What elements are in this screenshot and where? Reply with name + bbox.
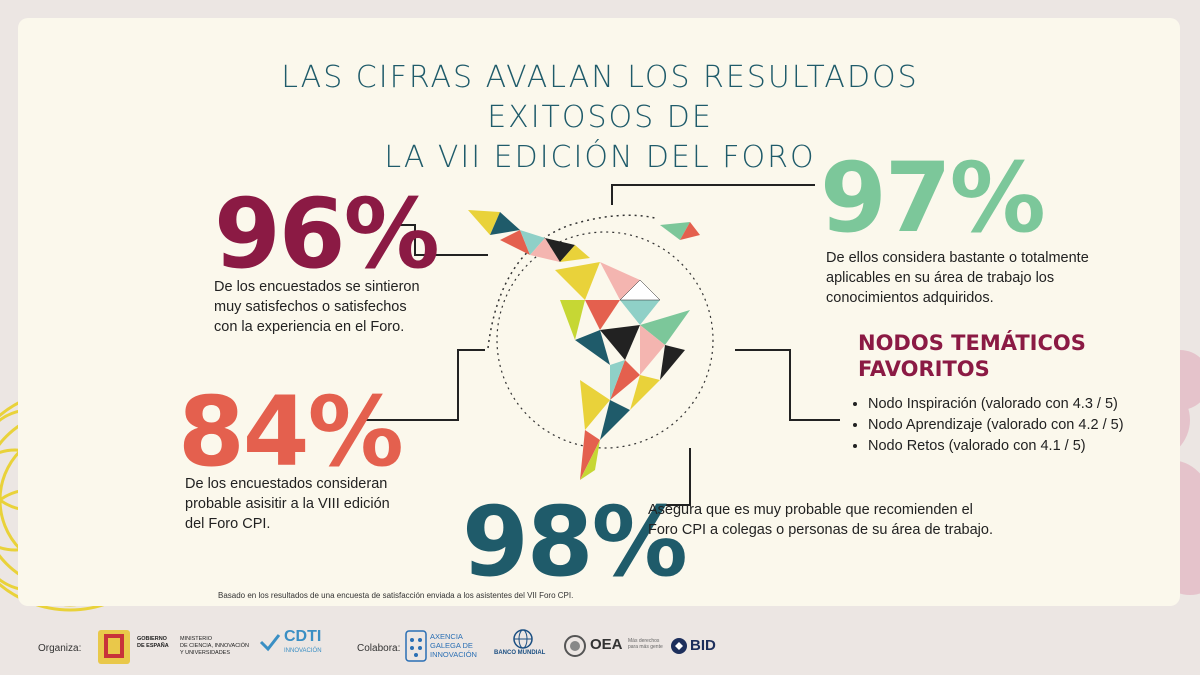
cdti-logo-text: CDTI bbox=[284, 628, 322, 645]
bid-logo-text: BID bbox=[690, 637, 716, 654]
oea-sub-line: Más derechos bbox=[628, 638, 660, 644]
connector-nodos bbox=[735, 349, 840, 421]
title-line-2: LA VII EDICIÓN DEL FORO bbox=[384, 140, 816, 175]
ministerio-line: Y UNIVERSIDADES bbox=[180, 650, 231, 656]
stat-98-line: Asegura que es muy probable que recomien… bbox=[648, 502, 973, 518]
gobierno-text: GOBIERNO DE ESPAÑA bbox=[137, 636, 169, 650]
ministerio-line: DE CIENCIA, INNOVACIÓN bbox=[180, 643, 249, 649]
oea-sub-line: para más gente bbox=[628, 644, 663, 650]
galega-line: INNOVACIÓN bbox=[430, 650, 477, 659]
stat-97-line: conocimientos adquiridos. bbox=[826, 290, 994, 306]
galega-line: GALEGA DE bbox=[430, 641, 473, 650]
dotted-arc bbox=[487, 214, 656, 349]
spain-coat-of-arms-icon bbox=[98, 630, 130, 664]
ministerio-line: MINISTERIO bbox=[180, 636, 213, 642]
nodos-list: Nodo Inspiración (valorado con 4.3 / 5) … bbox=[852, 394, 1124, 457]
nodos-title-line: NODOS TEMÁTICOS bbox=[858, 331, 1086, 355]
nodos-title-line: FAVORITOS bbox=[858, 357, 990, 381]
page-title: LAS CIFRAS AVALAN LOS RESULTADOS EXITOSO… bbox=[220, 58, 980, 178]
stat-96-line: con la experiencia en el Foro. bbox=[214, 319, 405, 335]
stat-84-line: probable asisitir a la VIII edición bbox=[185, 496, 390, 512]
list-item: Nodo Inspiración (valorado con 4.3 / 5) bbox=[868, 394, 1124, 415]
stat-96-line: De los encuestados se sintieron bbox=[214, 279, 420, 295]
organiza-label: Organiza: bbox=[38, 643, 82, 654]
connector-96 bbox=[400, 224, 488, 256]
oea-logo-text: OEA bbox=[590, 636, 623, 653]
connector-98 bbox=[660, 448, 691, 506]
stat-84-value: 84% bbox=[178, 376, 404, 488]
stat-84-line: del Foro CPI. bbox=[185, 516, 271, 532]
stat-84-line: De los encuestados consideran bbox=[185, 476, 388, 492]
galega-line: AXENCIA bbox=[430, 632, 463, 641]
ministerio-text: MINISTERIO DE CIENCIA, INNOVACIÓN Y UNIV… bbox=[180, 636, 249, 657]
banco-mundial-text: BANCO MUNDIAL bbox=[494, 650, 546, 656]
footnote: Basado en los resultados de una encuesta… bbox=[218, 591, 574, 600]
stat-98-value: 98% bbox=[462, 486, 688, 598]
bid-logo-icon bbox=[671, 638, 687, 654]
oea-subtext: Más derechos para más gente bbox=[628, 638, 663, 650]
south-america-shape bbox=[555, 262, 690, 480]
cdti-check-icon bbox=[259, 634, 281, 652]
stat-96-line: muy satisfechos o satisfechos bbox=[214, 299, 407, 315]
connector-97 bbox=[611, 184, 815, 205]
colabora-label: Colabora: bbox=[357, 643, 401, 654]
world-bank-globe-icon bbox=[513, 629, 533, 649]
stat-97-line: De ellos considera bastante o totalmente bbox=[826, 250, 1089, 266]
stat-97-value: 97% bbox=[820, 142, 1046, 254]
stat-96-value: 96% bbox=[214, 178, 440, 290]
gobierno-line: GOBIERNO bbox=[137, 636, 167, 642]
oea-seal-icon bbox=[564, 635, 586, 657]
connector-84 bbox=[360, 349, 485, 421]
galicia-emblem-icon bbox=[405, 630, 427, 662]
stat-96-description: De los encuestados se sintieron muy sati… bbox=[214, 277, 420, 337]
cdti-sub-text: INNOVACIÓN bbox=[284, 648, 322, 654]
central-america-shape bbox=[468, 210, 700, 262]
stat-98-line: Foro CPI a colegas o personas de su área… bbox=[648, 522, 993, 538]
list-item: Nodo Aprendizaje (valorado con 4.2 / 5) bbox=[868, 415, 1124, 436]
stat-84-description: De los encuestados consideran probable a… bbox=[185, 474, 390, 534]
stat-97-line: aplicables en su área de trabajo los bbox=[826, 270, 1055, 286]
list-item: Nodo Retos (valorado con 4.1 / 5) bbox=[868, 436, 1124, 457]
dotted-orbit bbox=[496, 231, 714, 449]
stat-98-description: Asegura que es muy probable que recomien… bbox=[648, 500, 993, 540]
stat-97-description: De ellos considera bastante o totalmente… bbox=[826, 248, 1089, 308]
galega-text: AXENCIA GALEGA DE INNOVACIÓN bbox=[430, 632, 477, 659]
title-line-1: LAS CIFRAS AVALAN LOS RESULTADOS EXITOSO… bbox=[281, 60, 919, 135]
nodos-title: NODOS TEMÁTICOS FAVORITOS bbox=[858, 330, 1086, 382]
gobierno-line: DE ESPAÑA bbox=[137, 643, 169, 649]
